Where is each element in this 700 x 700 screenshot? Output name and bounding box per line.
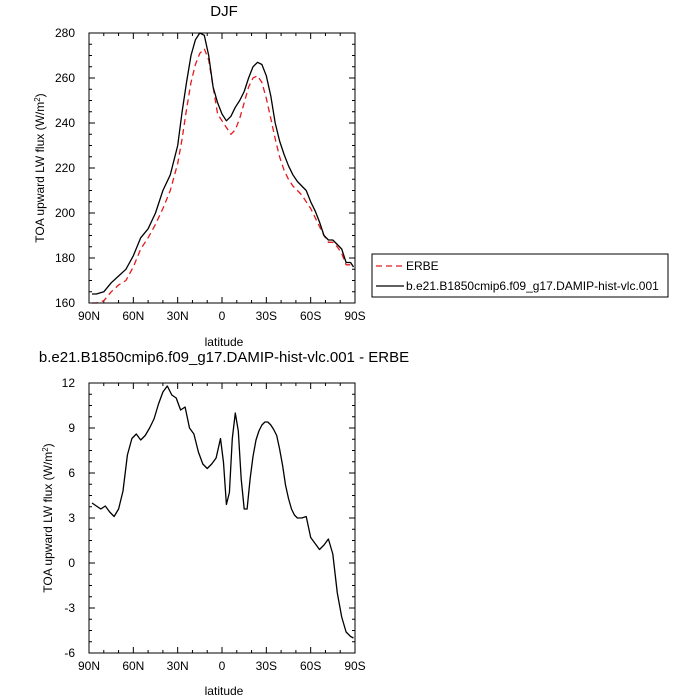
top-chart-ytick-label: 180 — [55, 251, 75, 265]
top-chart-ytick-label: 280 — [55, 26, 75, 40]
top-chart-ylabel: TOA upward LW flux (W/m2) — [33, 93, 47, 242]
bottom-chart-ytick-label: -3 — [64, 601, 75, 615]
top-chart-ytick-label: 240 — [55, 116, 75, 130]
top-chart-title: DJF — [210, 3, 238, 20]
bottom-chart-xtick-label: 30N — [167, 659, 189, 673]
top-chart-xtick-label: 90S — [344, 309, 365, 323]
top-chart-xtick-label: 60N — [122, 309, 144, 323]
bottom-chart-ylabel-sup: 2 — [41, 447, 50, 452]
bottom-chart: b.e21.B1850cmip6.f09_g17.DAMIP-hist-vlc.… — [39, 349, 409, 698]
top-chart-xtick-label: 90N — [78, 309, 100, 323]
legend-box — [371, 253, 669, 298]
top-chart-ylabel-main: TOA upward LW flux (W/m — [33, 102, 47, 243]
top-chart-series — [92, 32, 355, 304]
bottom-chart-ylabel-main: TOA upward LW flux (W/m — [41, 452, 55, 593]
bottom-chart-xtick-label: 60S — [300, 659, 321, 673]
bottom-chart-xtick-label: 30S — [256, 659, 277, 673]
top-chart: DJF latitude TOA upward LW flux (W/m2) 9… — [33, 3, 669, 349]
top-chart-series-line-0 — [92, 48, 354, 304]
bottom-chart-ytick-label: 9 — [68, 421, 75, 435]
top-chart-ytick-label: 260 — [55, 71, 75, 85]
bottom-chart-xtick-label: 90N — [78, 659, 100, 673]
bottom-chart-frame — [88, 382, 356, 654]
bottom-chart-ytick-label: 0 — [68, 556, 75, 570]
bottom-chart-ytick-label: 12 — [62, 376, 76, 390]
top-chart-xtick-label: 30N — [167, 309, 189, 323]
top-chart-ylabel-close: ) — [33, 93, 47, 97]
bottom-chart-xtick-label: 0 — [219, 659, 226, 673]
legend-label-erbe: ERBE — [406, 259, 439, 273]
bottom-chart-series-line-0 — [91, 385, 354, 639]
bottom-chart-ylabel-close: ) — [41, 443, 55, 447]
top-chart-legend: ERBE b.e21.B1850cmip6.f09_g17.DAMIP-hist… — [371, 253, 669, 298]
top-chart-ytick-label: 160 — [55, 296, 75, 310]
top-chart-series-line-1 — [92, 32, 355, 295]
top-chart-ytick-label: 220 — [55, 161, 75, 175]
bottom-chart-ytick-label: -6 — [64, 646, 75, 660]
bottom-chart-ylabel: TOA upward LW flux (W/m2) — [41, 443, 55, 592]
bottom-chart-ytick-label: 6 — [68, 466, 75, 480]
top-chart-xtick-label: 0 — [219, 309, 226, 323]
top-chart-ytick-label: 200 — [55, 206, 75, 220]
bottom-chart-series — [91, 385, 354, 639]
top-chart-xlabel: latitude — [205, 335, 244, 349]
bottom-chart-ticks: 90N 60N 30N 0 30S 60S 90S -6 -3 0 3 6 9 12 — [62, 376, 366, 673]
top-chart-frame — [88, 32, 356, 304]
bottom-chart-title: b.e21.B1850cmip6.f09_g17.DAMIP-hist-vlc.… — [39, 349, 409, 366]
legend-label-model: b.e21.B1850cmip6.f09_g17.DAMIP-hist-vlc.… — [406, 279, 659, 293]
bottom-chart-xlabel: latitude — [205, 684, 244, 698]
top-chart-xtick-label: 30S — [256, 309, 277, 323]
bottom-chart-ytick-label: 3 — [68, 511, 75, 525]
bottom-chart-xtick-label: 60N — [122, 659, 144, 673]
top-chart-xtick-label: 60S — [300, 309, 321, 323]
top-chart-ylabel-sup: 2 — [33, 97, 42, 102]
bottom-chart-xtick-label: 90S — [344, 659, 365, 673]
